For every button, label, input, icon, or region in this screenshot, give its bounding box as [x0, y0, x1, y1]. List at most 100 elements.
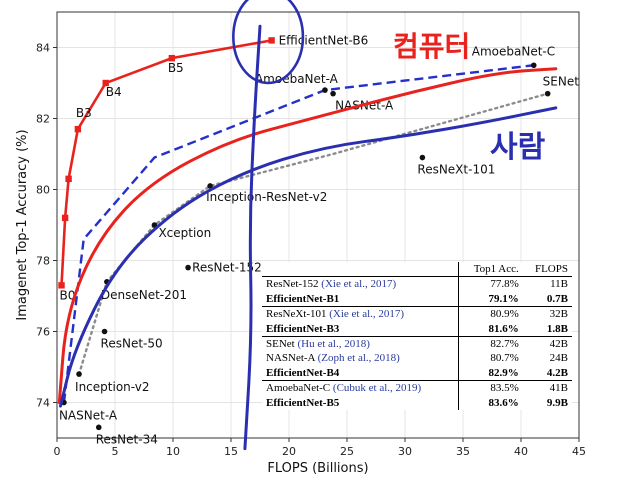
table-cell-flops: 9.9B [546, 396, 568, 409]
model-label: Xception [158, 226, 211, 240]
model-name: SENet [266, 338, 295, 351]
table-header-flops: FLOPS [522, 262, 572, 278]
table-cell-model: SENet (Hu et al., 2018) [262, 337, 458, 352]
table-cell-flops: 0.7B [522, 291, 572, 308]
citation: (Cubuk et al., 2019) [332, 382, 422, 395]
citation: (Xie et al., 2017) [329, 308, 405, 321]
plot-frame [56, 11, 580, 439]
x-tick-label: 15 [224, 445, 238, 458]
x-tick-label: 5 [112, 445, 119, 458]
efficientnet-point [74, 125, 82, 133]
efficientnet-point [102, 79, 109, 87]
model-point [330, 90, 336, 97]
table-cell-flops: 41B [549, 382, 568, 395]
table-row: EfficientNet-B1 79.1% 0.7B [262, 291, 572, 308]
y-tick-label: 84 [36, 42, 50, 55]
model-point [322, 87, 328, 93]
table-cell-flops: 4.2B [522, 365, 572, 382]
y-tick-label: 80 [36, 184, 50, 197]
y-tick-label: 74 [36, 397, 50, 410]
table-cell-flops: 1.8B [522, 321, 572, 338]
table-cell-model: EfficientNet-B4 [262, 365, 459, 382]
model-point [95, 424, 102, 431]
efficientnet-label: B5 [168, 61, 184, 75]
model-label: Inception-ResNet-v2 [206, 190, 327, 204]
annotation-text-human: 사람 [490, 130, 546, 165]
table-cell-model: EfficientNet-B3 [262, 321, 459, 338]
table-cell-acc: 80.9% [457, 306, 523, 322]
table-row: AmoebaNet-C (Cubuk et al., 2019) 83.5% 41B [262, 380, 572, 396]
model-name: EfficientNet-B3 [266, 322, 340, 335]
model-point [530, 62, 537, 69]
table-cell-model: EfficientNet-B1 [262, 291, 459, 308]
model-point [207, 183, 213, 189]
model-point [185, 264, 191, 271]
table-cell-acc: 82.9% [457, 365, 523, 382]
table-row: EfficientNet-B4 82.9% 4.2B [262, 365, 572, 382]
efficientnet-point [65, 175, 72, 183]
model-label: SENet [543, 75, 580, 89]
table-cell-acc: 79.1% [457, 291, 523, 308]
model-label: NASNet-A [59, 409, 118, 423]
table-cell-acc: 81.6% [457, 321, 523, 338]
model-name: ResNet-152 [266, 278, 319, 291]
y-tick-label: 78 [36, 255, 50, 268]
model-name: NASNet-A [266, 352, 315, 365]
annotation-vertical-stroke [243, 24, 262, 451]
table-cell-acc: 77.8% [457, 276, 523, 292]
nas-dashed-curve [62, 64, 534, 403]
x-tick-label: 45 [572, 445, 586, 458]
efficientnet-label: EfficientNet-B6 [279, 33, 369, 47]
y-tick-label: 82 [36, 113, 50, 126]
annotation-blue-curve [58, 106, 558, 408]
table-cell-model: NASNet-A (Zoph et al., 2018) [262, 351, 458, 365]
x-tick-label: 10 [166, 445, 180, 458]
table-header-model [262, 262, 459, 278]
annotation-circle [232, 0, 305, 85]
y-axis-title: Imagenet Top-1 Accuracy (%) [15, 129, 30, 320]
efficientnet-label: B0 [60, 288, 76, 302]
efficientnet-point [61, 214, 69, 222]
model-name: AmoebaNet-C [266, 382, 331, 395]
annotation-text-computer: 컴퓨터 [393, 30, 470, 63]
model-name: EfficientNet-B5 [266, 396, 340, 409]
x-tick-label: 40 [514, 445, 528, 458]
efficientnet-curve [60, 39, 272, 286]
efficientnet-point [268, 37, 275, 44]
comparison-table: Top1 Acc. FLOPS ResNet-152 (Xie et al., … [262, 262, 572, 411]
table-cell-model: AmoebaNet-C (Cubuk et al., 2019) [262, 381, 458, 396]
efficientnet-label: B3 [76, 106, 92, 120]
table-row: ResNet-152 (Xie et al., 2017) 77.8% 11B [262, 276, 572, 292]
citation: (Hu et al., 2018) [297, 338, 370, 351]
model-label: ResNeXt-101 [417, 163, 495, 177]
model-label: ResNet-152 [192, 261, 262, 275]
citation: (Xie et al., 2017) [321, 278, 397, 291]
x-tick-label: 35 [456, 445, 470, 458]
model-name: EfficientNet-B1 [266, 292, 340, 305]
grid [56, 12, 580, 438]
table-row: NASNet-A (Zoph et al., 2018) 80.7% 24B [262, 351, 572, 366]
table-row: ResNeXt-101 (Xie et al., 2017) 80.9% 32B [262, 306, 572, 322]
x-axis-title: FLOPS (Billions) [267, 461, 368, 476]
x-tick-label: 30 [398, 445, 412, 458]
x-tick-label: 25 [340, 445, 354, 458]
efficientnet-point [168, 54, 176, 62]
table-body: ResNet-152 (Xie et al., 2017) 77.8% 11B Eff… [262, 276, 572, 411]
model-point [101, 328, 108, 335]
efficientnet-label: B4 [106, 85, 122, 99]
table-header-row: Top1 Acc. FLOPS [262, 262, 572, 278]
model-point [419, 154, 426, 161]
model-label: ResNet-50 [101, 337, 163, 351]
efficientnet-point [58, 282, 65, 289]
annotation-red-curve [57, 67, 558, 404]
x-tick-label: 20 [282, 445, 296, 458]
table-cell-model: ResNet-152 (Xie et al., 2017) [262, 277, 458, 292]
axis-ticks: 0 5 10 15 20 25 30 35 40 45 74 76 78 80 82 84 [36, 42, 586, 459]
model-point [544, 90, 551, 97]
table-cell-acc: 83.5% [457, 380, 523, 396]
x-tick-label: 0 [54, 445, 61, 458]
table-cell-acc: 83.6% [457, 395, 523, 411]
table-cell-acc: 82.7% [457, 336, 523, 352]
